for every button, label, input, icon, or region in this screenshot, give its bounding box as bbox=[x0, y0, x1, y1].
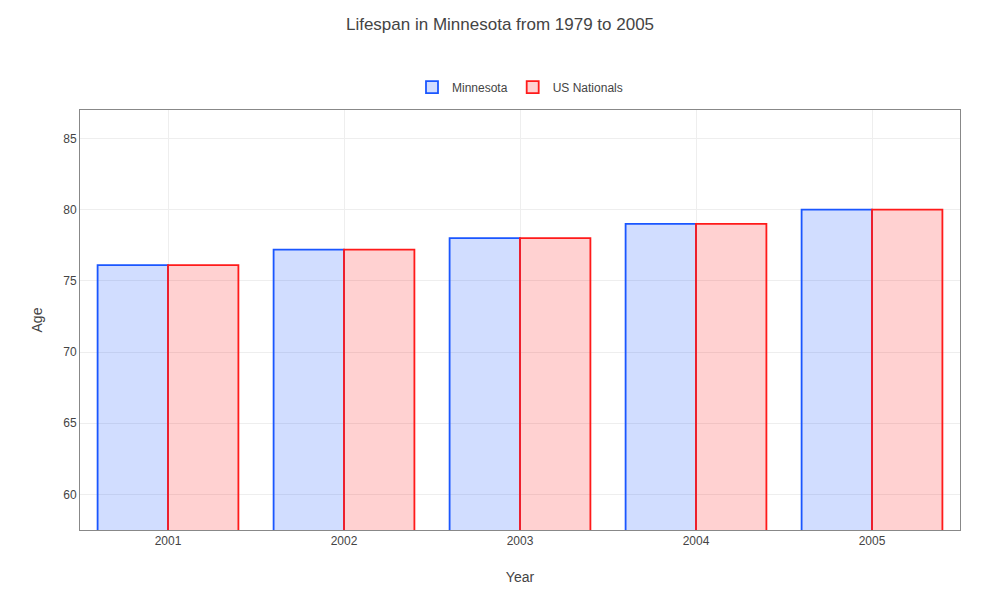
svg-text:85: 85 bbox=[63, 132, 77, 146]
svg-text:2002: 2002 bbox=[331, 534, 358, 548]
svg-text:Minnesota: Minnesota bbox=[452, 81, 508, 95]
svg-text:Age: Age bbox=[29, 307, 45, 332]
svg-text:2005: 2005 bbox=[859, 534, 886, 548]
svg-text:US Nationals: US Nationals bbox=[553, 81, 623, 95]
svg-text:2001: 2001 bbox=[155, 534, 182, 548]
svg-text:2004: 2004 bbox=[683, 534, 710, 548]
svg-text:80: 80 bbox=[63, 203, 77, 217]
svg-text:70: 70 bbox=[63, 345, 77, 359]
svg-text:Year: Year bbox=[506, 569, 535, 585]
svg-text:75: 75 bbox=[63, 274, 77, 288]
svg-text:60: 60 bbox=[63, 488, 77, 502]
svg-text:65: 65 bbox=[63, 416, 77, 430]
svg-text:2003: 2003 bbox=[507, 534, 534, 548]
svg-text:Lifespan in Minnesota from 197: Lifespan in Minnesota from 1979 to 2005 bbox=[346, 15, 654, 34]
